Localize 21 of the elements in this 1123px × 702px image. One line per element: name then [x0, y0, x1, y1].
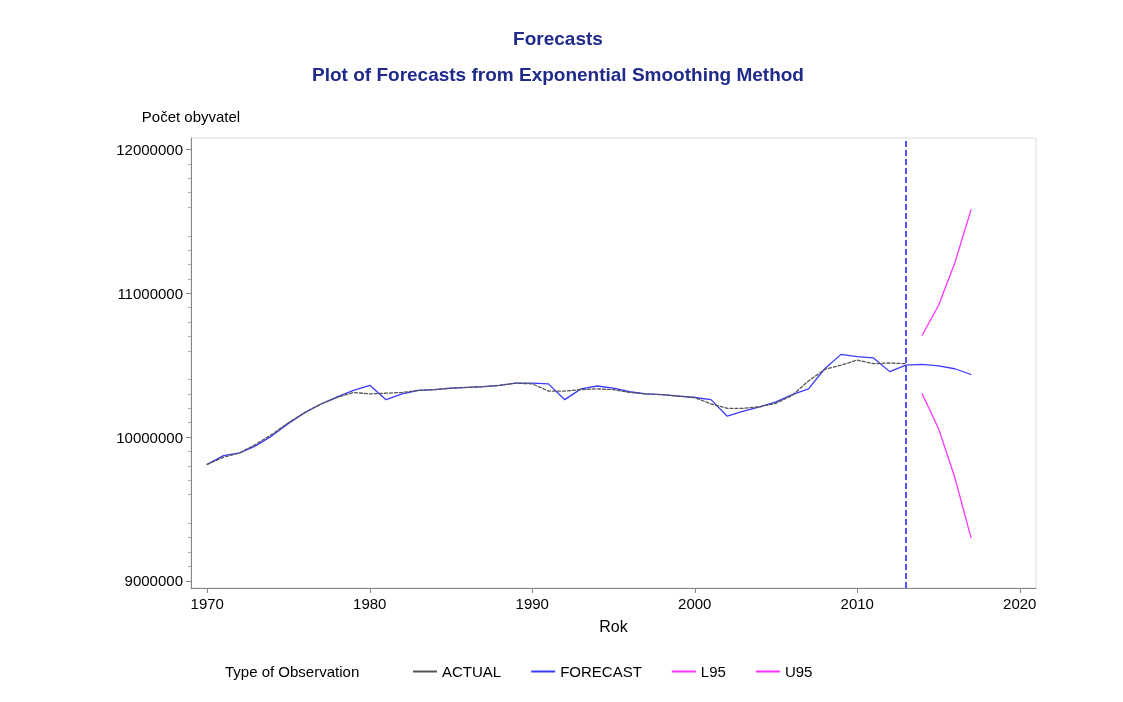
x-tick-label: 1970: [190, 595, 224, 612]
chart-subtitle: Plot of Forecasts from Exponential Smoothing Method: [312, 64, 804, 85]
chart-title: Forecasts: [513, 28, 603, 49]
x-tick-label: 2010: [840, 595, 874, 612]
legend-label: L95: [700, 663, 726, 680]
line-series: [921, 393, 972, 539]
y-axis-title: Počet obyvatel: [141, 108, 241, 125]
x-tick-label: 1980: [353, 595, 387, 612]
y-tick-label: 11000000: [117, 284, 183, 302]
y-tick-label: 9000000: [124, 572, 183, 590]
legend-label: ACTUAL: [442, 663, 502, 680]
x-tick-label: 2000: [678, 595, 712, 612]
legend-label: FORECAST: [560, 663, 642, 680]
y-tick-label: 10000000: [116, 428, 183, 446]
x-axis-title: Rok: [599, 617, 629, 635]
x-tick-label: 2020: [1003, 595, 1037, 612]
line-series: [921, 209, 972, 336]
legend-title: Type of Observation: [225, 663, 360, 680]
y-tick-label: 12000000: [116, 141, 183, 158]
x-tick-label: 1990: [515, 595, 549, 612]
legend-label: U95: [784, 663, 813, 680]
